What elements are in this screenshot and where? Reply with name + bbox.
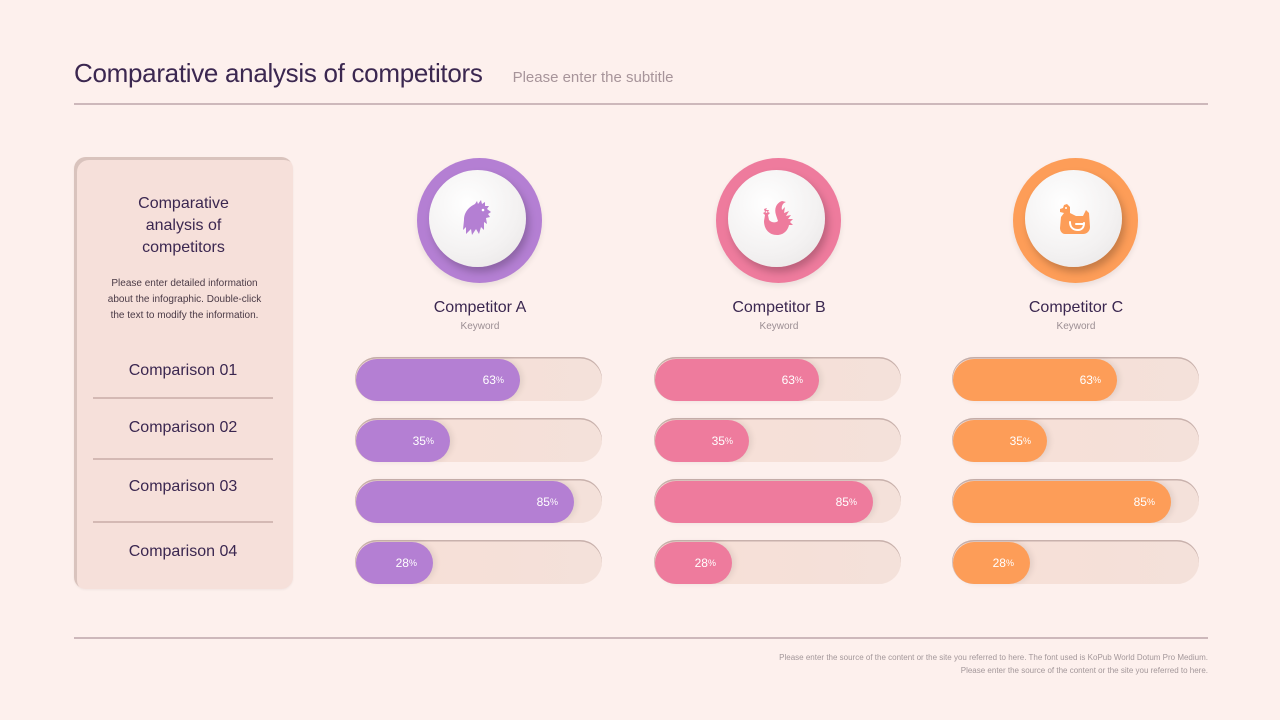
footer-divider	[74, 637, 1208, 639]
bar-fill[interactable]: 63%	[356, 359, 520, 401]
source-note[interactable]: Please enter the source of the content o…	[779, 651, 1208, 677]
header-divider	[74, 103, 1208, 105]
percent-sign: %	[848, 497, 857, 507]
hen-icon	[1059, 203, 1090, 234]
bar-track: 85%	[952, 479, 1199, 523]
panel-title-line: competitors	[142, 239, 225, 256]
bar-value: 35	[1009, 434, 1023, 448]
competitor-b-badge	[716, 158, 841, 283]
bar-fill[interactable]: 35%	[356, 420, 450, 462]
bar-fill[interactable]: 35%	[953, 420, 1047, 462]
rooster-head-icon	[462, 199, 491, 235]
competitor-keyword[interactable]: Keyword	[759, 321, 799, 332]
panel-description-line: about the infographic. Double-click	[107, 294, 262, 305]
source-line-1: Please enter the source of the content o…	[779, 653, 1208, 662]
percent-sign: %	[1022, 436, 1031, 446]
bar-value: 63	[1079, 373, 1093, 387]
bar-value: 85	[536, 495, 550, 509]
panel-description-line: Please enter detailed information	[111, 278, 258, 289]
competitor-name[interactable]: Competitor A	[433, 299, 527, 316]
bar-track: 35%	[654, 418, 901, 462]
bar-fill[interactable]: 85%	[953, 481, 1171, 523]
row-divider	[93, 521, 273, 523]
bar-fill[interactable]: 28%	[655, 542, 732, 584]
bar-fill[interactable]: 63%	[655, 359, 819, 401]
row-divider	[93, 397, 273, 399]
panel-description-line: the text to modify the information.	[110, 310, 259, 321]
bar-track: 63%	[952, 357, 1199, 401]
bar-track: 85%	[355, 479, 602, 523]
competitor-name[interactable]: Competitor C	[1028, 299, 1124, 316]
bar-track: 63%	[355, 357, 602, 401]
header: Comparative analysis of competitors Plea…	[74, 58, 674, 89]
bar-fill[interactable]: 85%	[655, 481, 873, 523]
rooster-icon	[762, 200, 793, 235]
bar-value: 28	[694, 556, 708, 570]
percent-sign: %	[425, 436, 434, 446]
bar-value: 28	[395, 556, 409, 570]
comparison-label-02[interactable]: Comparison 02	[128, 419, 238, 436]
comparison-panel: Comparative analysis of competitors Plea…	[74, 157, 293, 589]
competitor-keyword[interactable]: Keyword	[460, 321, 500, 332]
bar-track: 28%	[654, 540, 901, 584]
competitor-keyword[interactable]: Keyword	[1056, 321, 1096, 332]
bar-fill[interactable]: 35%	[655, 420, 749, 462]
source-line-2: Please enter the source of the content o…	[960, 666, 1208, 675]
bar-value: 63	[482, 373, 496, 387]
comparison-label-04[interactable]: Comparison 04	[128, 543, 238, 560]
comparison-label-01[interactable]: Comparison 01	[128, 362, 238, 379]
competitor-a-badge	[417, 158, 542, 283]
bar-value: 35	[711, 434, 725, 448]
bar-value: 63	[781, 373, 795, 387]
panel-title-line: Comparative	[138, 195, 229, 212]
bar-value: 35	[412, 434, 426, 448]
percent-sign: %	[707, 558, 716, 568]
bar-track: 35%	[355, 418, 602, 462]
bar-fill[interactable]: 85%	[356, 481, 574, 523]
bar-value: 28	[992, 556, 1006, 570]
icon-plate	[1025, 170, 1122, 267]
panel-description[interactable]: Please enter detailed information about …	[92, 276, 277, 324]
competitor-name[interactable]: Competitor B	[732, 299, 826, 316]
icon-plate	[429, 170, 526, 267]
icon-plate	[728, 170, 825, 267]
comparison-label-03[interactable]: Comparison 03	[128, 478, 238, 495]
page-subtitle[interactable]: Please enter the subtitle	[512, 69, 674, 86]
percent-sign: %	[495, 375, 504, 385]
percent-sign: %	[408, 558, 417, 568]
bar-track: 85%	[654, 479, 901, 523]
row-divider	[93, 458, 273, 460]
bar-fill[interactable]: 63%	[953, 359, 1117, 401]
percent-sign: %	[724, 436, 733, 446]
bar-track: 28%	[355, 540, 602, 584]
bar-track: 28%	[952, 540, 1199, 584]
bar-track: 35%	[952, 418, 1199, 462]
bar-fill[interactable]: 28%	[953, 542, 1030, 584]
bar-value: 85	[835, 495, 849, 509]
bar-value: 85	[1133, 495, 1147, 509]
percent-sign: %	[794, 375, 803, 385]
percent-sign: %	[549, 497, 558, 507]
panel-title[interactable]: Comparative analysis of competitors	[74, 193, 293, 259]
percent-sign: %	[1092, 375, 1101, 385]
panel-title-line: analysis of	[145, 217, 222, 234]
bar-track: 63%	[654, 357, 901, 401]
percent-sign: %	[1005, 558, 1014, 568]
competitor-c-badge	[1013, 158, 1138, 283]
percent-sign: %	[1146, 497, 1155, 507]
page-title[interactable]: Comparative analysis of competitors	[74, 58, 483, 88]
bar-fill[interactable]: 28%	[356, 542, 433, 584]
